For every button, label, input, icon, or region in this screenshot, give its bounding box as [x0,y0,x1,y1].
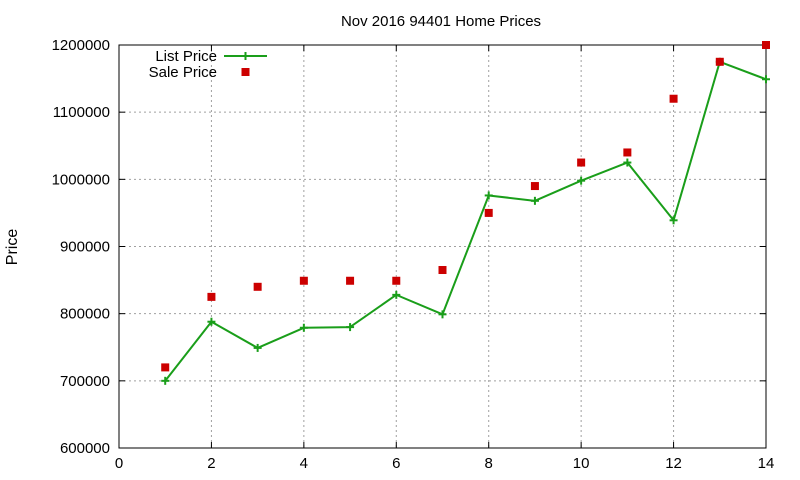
legend-item-list-price: List Price [155,48,267,65]
sale-price-point [392,276,401,285]
sale-price-point [207,292,216,301]
sale-price-point [623,148,632,157]
y-tick-label: 800000 [60,306,110,323]
sale-price-point [530,182,539,191]
list-price-line [164,60,767,382]
legend-item-sale-price: Sale Price [149,64,250,81]
sale-price-point [484,208,493,217]
list-price-point [253,343,262,352]
y-tick-label: 700000 [60,373,110,390]
y-tick-label: 1100000 [53,104,110,121]
sale-price-point [715,57,724,66]
x-tick-label: 10 [573,455,590,472]
list-price-point [392,290,401,299]
list-price-point [623,158,632,167]
sale-price-point [161,363,170,372]
grid-lines [119,45,766,448]
axes [118,44,767,449]
y-tick-label: 600000 [60,440,110,457]
list-price-point [299,323,308,332]
plot-border [118,44,767,449]
list-price-point [530,196,539,205]
list-price-point [484,191,493,200]
sale-price-point [669,94,678,103]
list-price-point [762,75,770,84]
list-price-point [438,310,447,319]
x-tick-label: 0 [115,455,123,472]
sale-price-point [438,266,447,275]
x-tick-label: 12 [665,455,682,472]
list-price-point [669,216,678,225]
y-axis-label: Price [4,229,21,266]
list-price-point [161,376,170,385]
y-tick-label: 1200000 [52,37,110,54]
sale-price-point [299,276,308,285]
series-group [161,41,770,385]
x-tick-label: 2 [207,455,215,472]
x-tick-labels: 0 2 4 6 8 10 12 14 [115,455,775,472]
sale-price-point [577,158,586,167]
list-price-point [577,176,586,185]
y-tick-labels: 600000 700000 800000 900000 1000000 1100000 12… [52,37,110,457]
legend-label: List Price [155,48,217,65]
x-tick-label: 14 [758,455,775,472]
legend-plus-swatch [241,52,250,60]
sale-price-point [253,282,262,291]
sale-price-point [762,41,770,49]
x-tick-label: 6 [392,455,400,472]
x-tick-label: 8 [485,455,493,472]
sale-price-point [346,276,355,285]
series-sale-price [161,41,770,372]
y-tick-label: 1000000 [52,171,110,188]
series-list-price [161,57,770,385]
legend-label: Sale Price [149,64,217,81]
chart-title: Nov 2016 94401 Home Prices [341,13,541,30]
list-price-point [207,317,216,326]
legend-square-swatch [241,68,250,76]
y-tick-label: 900000 [60,239,110,256]
x-tick-label: 4 [300,455,308,472]
list-price-point [346,323,355,332]
